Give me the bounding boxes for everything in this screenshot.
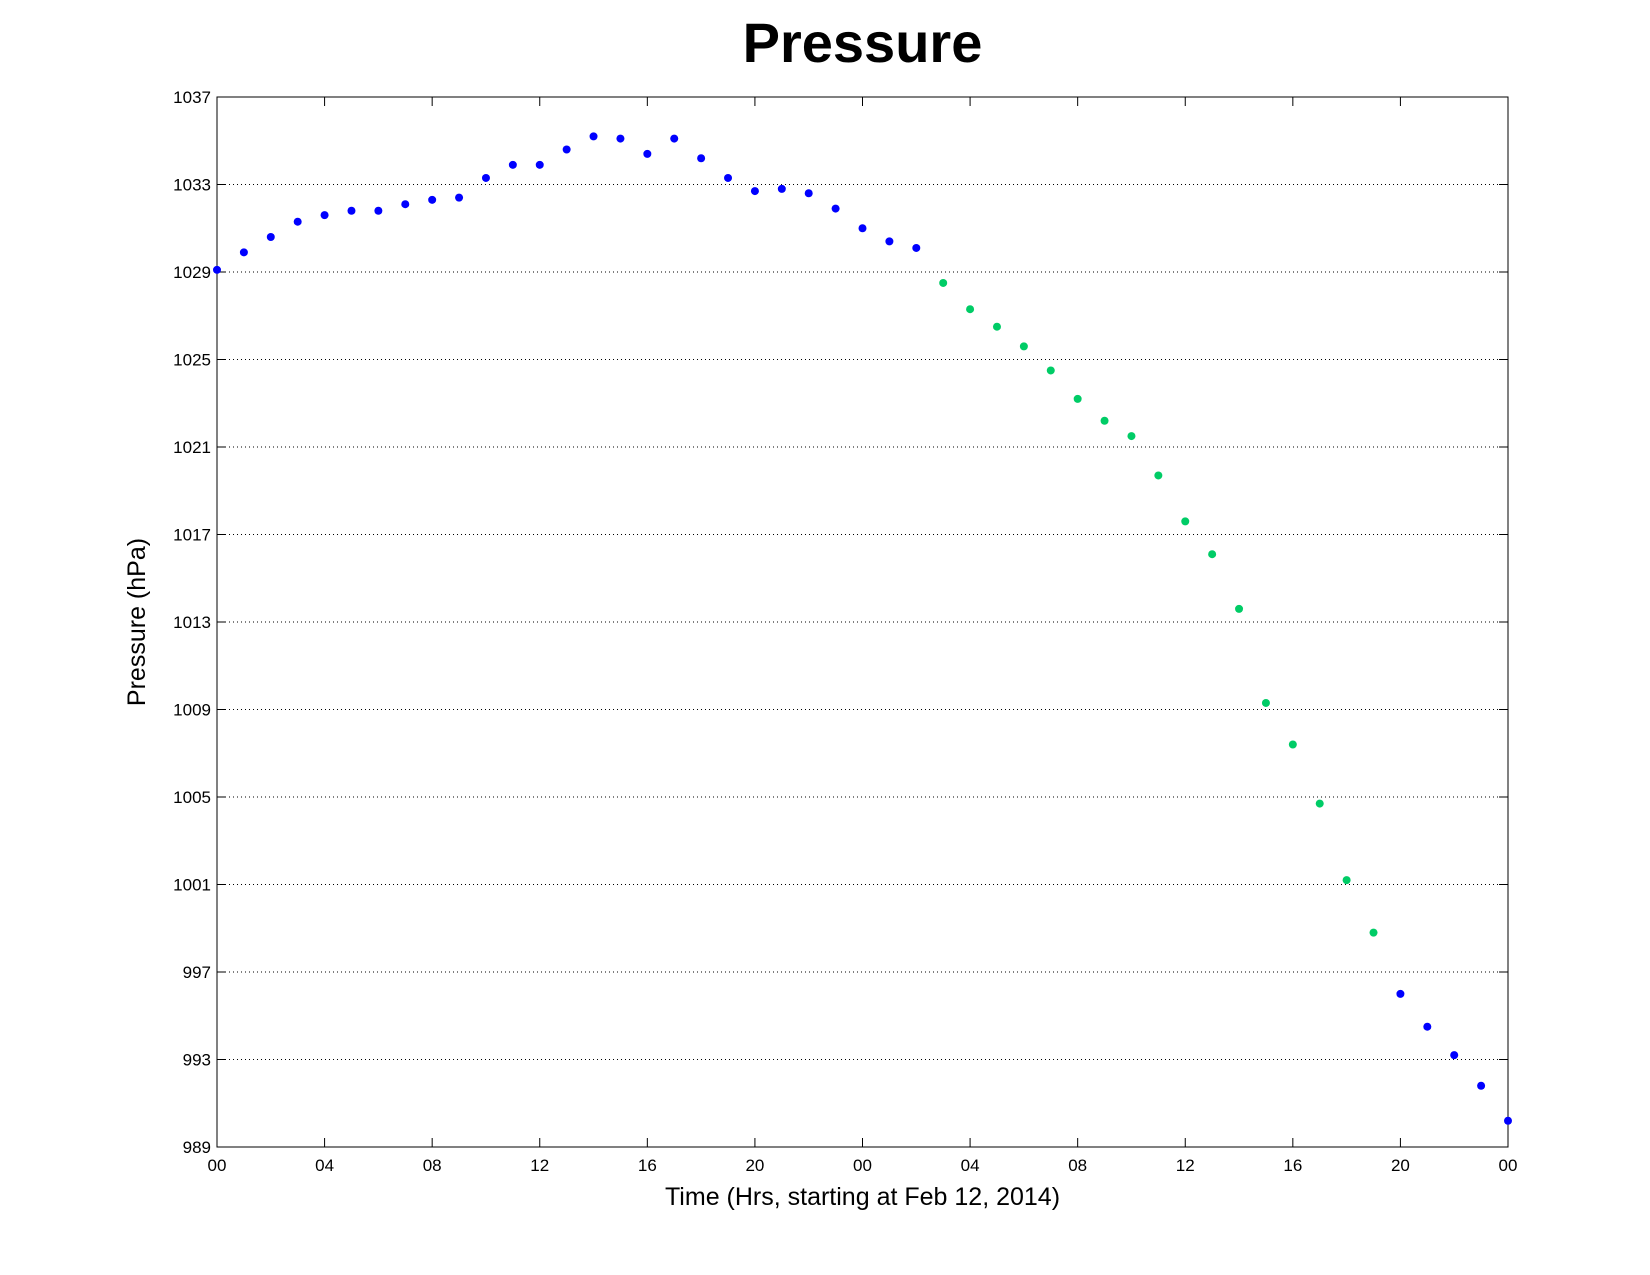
data-point: [455, 193, 464, 202]
data-point: [1073, 394, 1082, 403]
data-point: [724, 173, 733, 182]
y-tick-label: 1013: [173, 613, 211, 632]
y-tick-label: 1033: [173, 176, 211, 195]
data-point: [1019, 342, 1028, 351]
data-point: [1450, 1051, 1459, 1060]
data-point: [481, 173, 490, 182]
data-point: [1315, 799, 1324, 808]
data-point: [777, 184, 786, 193]
data-point: [616, 134, 625, 143]
y-tick-label: 1001: [173, 876, 211, 895]
data-point: [213, 265, 221, 274]
data-point: [912, 243, 921, 252]
data-point: [966, 305, 975, 314]
y-tick-label: 989: [183, 1138, 211, 1157]
axis-ticks: 989 993 997 1001 1005 1009 1013 1017 1021 1025 102…: [173, 88, 1517, 1175]
data-point: [1288, 740, 1297, 749]
data-point: [1154, 471, 1163, 480]
data-point: [1181, 517, 1190, 526]
data-point: [1208, 550, 1217, 559]
data-point: [885, 237, 894, 246]
data-point: [266, 233, 275, 241]
y-tick-label: 1037: [173, 88, 211, 107]
y-tick-label: 1025: [173, 351, 211, 370]
y-tick-label: 1021: [173, 438, 211, 457]
x-tick-label: 04: [961, 1156, 980, 1175]
data-point: [1261, 698, 1270, 707]
x-tick-label: 16: [638, 1156, 657, 1175]
grid-lines: [217, 184, 1508, 1060]
y-tick-label: 993: [183, 1051, 211, 1070]
x-tick-label: 00: [853, 1156, 872, 1175]
y-tick-label: 1009: [173, 701, 211, 720]
x-axis-label: Time (Hrs, starting at Feb 12, 2014): [665, 1183, 1060, 1211]
data-point: [1504, 1116, 1512, 1125]
data-point: [1127, 432, 1136, 441]
data-point: [1369, 928, 1378, 937]
x-tick-label: 00: [208, 1156, 227, 1175]
data-point: [1477, 1081, 1486, 1090]
y-tick-label: 1005: [173, 788, 211, 807]
data-point: [939, 278, 948, 287]
data-point: [697, 154, 706, 163]
x-tick-label: 20: [1391, 1156, 1410, 1175]
data-points: [213, 132, 1512, 1125]
data-point: [428, 195, 437, 204]
data-point: [239, 248, 248, 257]
y-tick-label: 1017: [173, 526, 211, 545]
data-point: [293, 217, 302, 226]
x-tick-label: 04: [315, 1156, 334, 1175]
data-point: [535, 160, 544, 169]
data-point: [1423, 1022, 1432, 1031]
data-point: [1235, 604, 1244, 613]
data-point: [562, 145, 571, 154]
data-point: [831, 204, 840, 213]
data-point: [858, 224, 867, 233]
data-point: [670, 134, 679, 143]
data-point: [589, 132, 598, 141]
data-point: [320, 211, 329, 220]
x-tick-label: 08: [423, 1156, 442, 1175]
x-tick-label: 16: [1283, 1156, 1302, 1175]
data-point: [804, 189, 813, 198]
data-point: [401, 200, 410, 209]
x-tick-label: 08: [1068, 1156, 1087, 1175]
y-tick-label: 1029: [173, 263, 211, 282]
data-point: [1046, 366, 1055, 375]
data-point: [508, 160, 517, 169]
data-point: [992, 322, 1001, 331]
data-point: [1100, 416, 1109, 425]
chart-title: Pressure: [742, 11, 983, 74]
data-point: [1396, 989, 1405, 998]
plot-frame: [216, 96, 1509, 1148]
data-point: [643, 149, 652, 158]
y-tick-label: 997: [183, 963, 211, 982]
y-axis-label: Pressure (hPa): [123, 538, 151, 706]
x-tick-label: 00: [1499, 1156, 1518, 1175]
data-point: [374, 206, 383, 215]
x-tick-label: 12: [530, 1156, 549, 1175]
data-point: [750, 187, 759, 196]
data-point: [347, 206, 356, 215]
x-tick-label: 12: [1176, 1156, 1195, 1175]
data-point: [1342, 876, 1351, 885]
x-tick-label: 20: [745, 1156, 764, 1175]
